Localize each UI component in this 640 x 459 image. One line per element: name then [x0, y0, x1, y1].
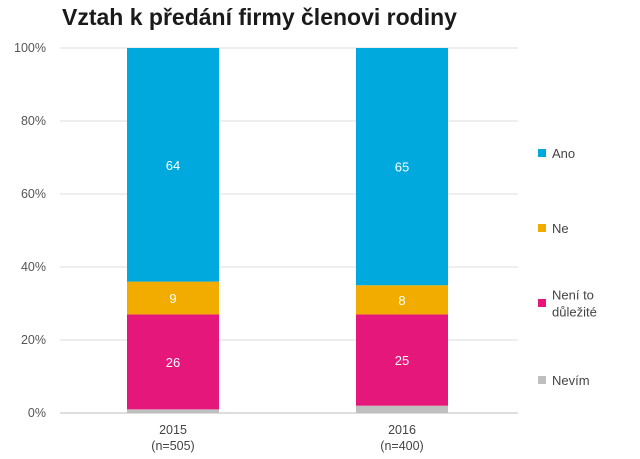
bars: [127, 48, 448, 413]
legend-label-line: Nevím: [552, 373, 590, 388]
y-tick-label: 80%: [21, 114, 46, 128]
chart-title: Vztah k předání firmy členovi rodiny: [62, 4, 457, 30]
legend-label: Ne: [552, 221, 569, 236]
x-tick-label: 2015: [159, 423, 187, 437]
data-labels: 26 9 64 25 8 65: [166, 158, 409, 370]
data-label: 64: [166, 158, 180, 173]
y-tick-label: 100%: [14, 41, 46, 55]
data-label: 65: [395, 160, 409, 175]
bar-segment: [127, 314, 219, 410]
data-label: 8: [398, 293, 405, 308]
y-tick-label: 20%: [21, 333, 46, 347]
data-label: 25: [395, 353, 409, 368]
legend: Ano Ne Není to důležité Nevím: [538, 146, 597, 388]
legend-label-line: Ano: [552, 146, 575, 161]
data-label: 26: [166, 355, 180, 370]
x-tick-sublabel: (n=505): [151, 439, 194, 453]
bar-segment: [127, 281, 219, 315]
y-tick-label: 0%: [28, 406, 46, 420]
bar-segment: [356, 285, 448, 315]
bar-segment: [127, 409, 219, 413]
bar-segment: [127, 48, 219, 282]
axes: 0% 20% 40% 60% 80% 100% 2015 (n=505) 2016 (n=400): [14, 41, 518, 453]
legend-label: Nevím: [552, 373, 590, 388]
legend-swatch: [538, 376, 546, 384]
legend-label-line: důležité: [552, 305, 597, 320]
legend-swatch: [538, 224, 546, 232]
bar-segment: [356, 48, 448, 286]
legend-label: Ano: [552, 146, 575, 161]
data-label: 9: [169, 291, 176, 306]
legend-label: Není to důležité: [552, 288, 597, 320]
legend-label-line: Není to: [552, 288, 594, 303]
x-tick-label: 2016: [388, 423, 416, 437]
legend-swatch: [538, 149, 546, 157]
bar-segment: [356, 405, 448, 413]
legend-swatch: [538, 299, 546, 307]
bar-segment: [356, 314, 448, 406]
x-tick-sublabel: (n=400): [380, 439, 423, 453]
y-tick-label: 40%: [21, 260, 46, 274]
y-tick-label: 60%: [21, 187, 46, 201]
legend-label-line: Ne: [552, 221, 569, 236]
